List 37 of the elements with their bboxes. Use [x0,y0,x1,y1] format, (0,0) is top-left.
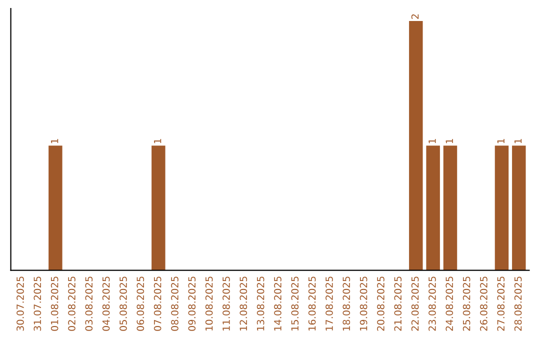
x-tick-label: 27.08.2025 [497,276,505,331]
x-tick-label: 17.08.2025 [326,276,333,330]
x-tick-label: 08.08.2025 [171,276,178,331]
x-tick-label: 18.08.2025 [342,276,350,330]
x-tick-label: 30.07.2025 [16,276,24,331]
x-tick-label: 21.08.2025 [394,276,402,331]
x-tick-label: 15.08.2025 [291,276,299,330]
x-tick-label: 11.08.2025 [222,276,230,330]
x-tick-label: 04.08.2025 [102,276,110,331]
x-tick-label: 06.08.2025 [136,276,144,331]
x-tick-label: 31.07.2025 [34,276,42,331]
x-tick-label: 19.08.2025 [360,276,368,330]
x-tick-label: 20.08.2025 [377,276,384,331]
x-tick-label: 01.08.2025 [50,276,58,331]
data-label: 1 [51,138,58,144]
x-tick-label: 28.08.2025 [514,276,522,331]
x-tick-label: 23.08.2025 [428,276,436,331]
data-label: 1 [154,138,162,144]
x-tick-label: 02.08.2025 [68,276,76,331]
x-tick-label: 12.08.2025 [240,276,248,330]
x-tick-label: 22.08.2025 [411,276,419,331]
x-tick-label: 24.08.2025 [446,276,454,331]
x-tick-label: 10.08.2025 [205,276,213,330]
x-tick-label: 05.08.2025 [120,276,127,331]
x-tick-label: 03.08.2025 [85,276,93,331]
x-tick-label: 16.08.2025 [308,276,316,330]
data-label: 1 [514,138,522,144]
x-tick-label: 26.08.2025 [480,276,488,331]
data-label: 1 [497,138,504,144]
x-tick-label: 14.08.2025 [274,276,282,330]
data-label: 1 [446,138,453,144]
x-tick-label: 13.08.2025 [256,276,264,330]
data-label: 2 [411,14,419,19]
data-label: 1 [428,138,436,144]
x-tick-label: 07.08.2025 [154,276,162,331]
x-tick-label: 25.08.2025 [462,276,470,331]
x-tick-label: 09.08.2025 [188,276,196,331]
